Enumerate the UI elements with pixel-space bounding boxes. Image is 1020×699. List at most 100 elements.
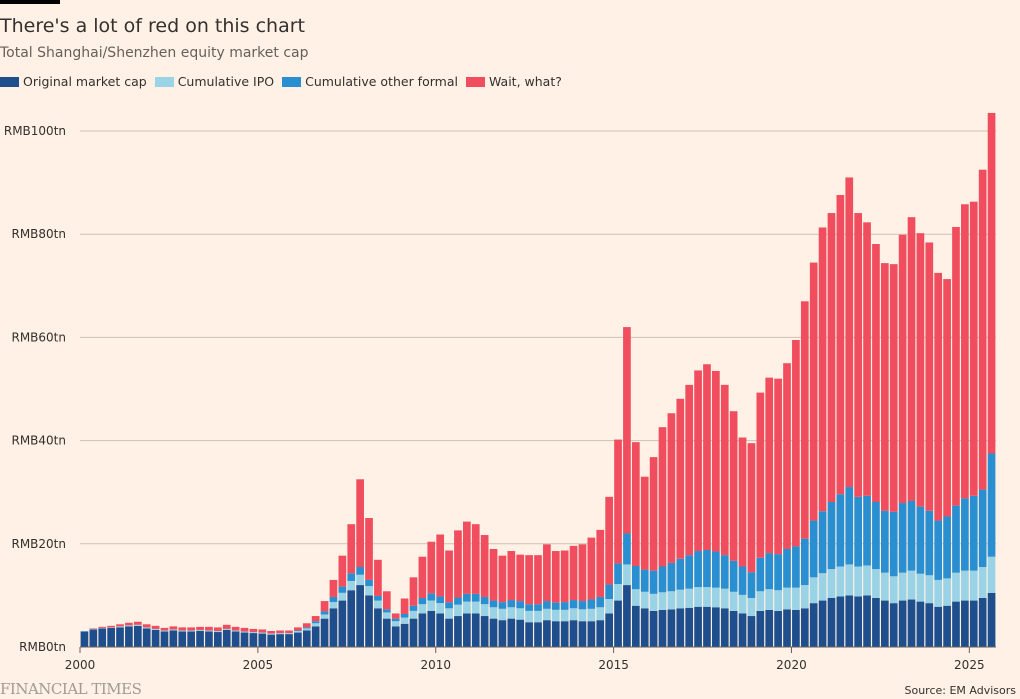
x-tick-label: 2010 [420, 658, 451, 672]
bar-ipo [196, 629, 204, 632]
bar-original [685, 607, 694, 647]
legend-label-other: Cumulative other formal [305, 74, 458, 89]
bar-other [827, 502, 836, 570]
bar-original [818, 600, 827, 647]
bar-original [178, 631, 187, 647]
bar-original [578, 621, 587, 647]
y-tick-label: RMB0tn [19, 640, 66, 654]
bar-wait [818, 227, 827, 512]
bar-ipo [240, 631, 249, 633]
bar-wait [800, 301, 809, 539]
legend-label-original: Original market cap [23, 74, 147, 89]
bar-original [249, 633, 258, 647]
bar-wait [765, 377, 774, 554]
bar-original [160, 631, 169, 647]
bar-ipo [978, 567, 987, 598]
bar-original [258, 633, 267, 647]
bar-ipo [827, 569, 836, 598]
bar-other [765, 553, 774, 590]
bar-original [623, 585, 631, 647]
bar-ipo [365, 586, 373, 596]
bar-original [276, 634, 284, 647]
bar-other [712, 551, 720, 588]
bar-original [649, 610, 658, 647]
bar-ipo [329, 602, 338, 609]
bar-other [738, 566, 747, 595]
bar-other [623, 533, 631, 565]
bar-ipo [934, 579, 943, 607]
bar-original [285, 634, 293, 647]
bar-original [640, 608, 649, 647]
bar-other [774, 554, 782, 591]
bar-wait [498, 555, 507, 603]
bar-ipo [578, 609, 587, 622]
bar-other [338, 586, 347, 593]
bar-other [961, 498, 969, 571]
bar-other [294, 630, 302, 632]
bar-ipo [409, 610, 418, 619]
bar-original [863, 595, 871, 647]
bar-other [640, 569, 649, 592]
bar-ipo [720, 588, 729, 609]
bar-other [578, 601, 587, 610]
bar-ipo [898, 572, 907, 601]
bar-ipo [382, 612, 391, 619]
bar-other [525, 604, 533, 611]
y-tick-label: RMB60tn [11, 330, 66, 344]
bar-wait [231, 626, 240, 631]
bar-ipo [783, 587, 791, 610]
bar-wait [382, 591, 391, 610]
bar-original [676, 608, 685, 647]
bar-wait [329, 579, 338, 597]
bar-other [463, 593, 471, 602]
bar-ipo [311, 623, 320, 627]
bar-original [934, 606, 943, 647]
bar-original [694, 606, 702, 647]
bar-wait [463, 521, 471, 594]
bar-wait [685, 384, 694, 556]
bar-other [676, 558, 685, 590]
bar-original [107, 627, 115, 647]
bar-wait [471, 524, 480, 594]
legend: Original market cap Cumulative IPO Cumul… [0, 74, 570, 89]
bar-original [240, 632, 249, 647]
bar-ipo [809, 577, 818, 604]
bar-ipo [205, 630, 213, 632]
bar-original [667, 609, 676, 647]
bar-original [445, 618, 453, 647]
bar-other [889, 511, 898, 577]
legend-label-ipo: Cumulative IPO [177, 74, 275, 89]
bar-wait [116, 624, 124, 627]
bar-ipo [756, 591, 765, 611]
bar-wait [107, 625, 115, 628]
bar-original [534, 622, 542, 647]
bar-wait [783, 363, 791, 549]
bar-ipo [729, 591, 738, 611]
bar-other [551, 602, 560, 610]
bar-wait [614, 439, 622, 564]
bar-original [463, 613, 471, 647]
bar-other [818, 511, 827, 574]
bar-ipo [623, 564, 631, 586]
bar-wait [543, 544, 551, 602]
bar-other [685, 555, 694, 589]
bar-ipo [294, 631, 302, 633]
bar-other [507, 600, 516, 608]
bar-ipo [480, 604, 489, 617]
bar-wait [605, 496, 613, 585]
bar-ipo [436, 603, 445, 614]
bar-original [969, 600, 978, 647]
bar-original [827, 597, 836, 647]
bar-original [720, 608, 729, 647]
bar-ipo [987, 556, 996, 593]
bar-wait [578, 544, 587, 602]
bar-wait [925, 242, 934, 511]
bar-other [436, 596, 445, 604]
bar-original [525, 622, 533, 647]
bar-ipo [765, 589, 774, 610]
bar-wait [623, 327, 631, 534]
legend-label-wait: Wait, what? [488, 74, 562, 89]
y-tick-label: RMB100tn [4, 124, 66, 138]
bar-wait [436, 534, 445, 597]
bar-ipo [320, 614, 329, 619]
